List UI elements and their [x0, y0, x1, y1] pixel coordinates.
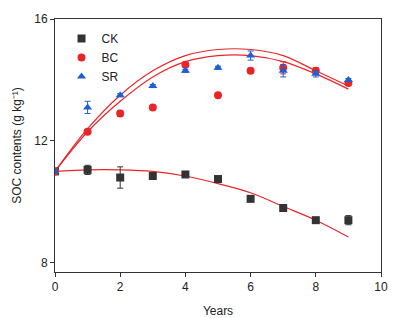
svg-text:12: 12	[34, 134, 48, 148]
svg-text:2: 2	[117, 280, 124, 294]
svg-text:8: 8	[41, 256, 48, 270]
svg-text:CK: CK	[102, 32, 119, 46]
svg-text:10: 10	[374, 280, 388, 294]
svg-text:BC: BC	[102, 51, 119, 65]
svg-text:4: 4	[182, 280, 189, 294]
svg-text:SR: SR	[102, 70, 119, 84]
svg-text:0: 0	[52, 280, 59, 294]
svg-text:6: 6	[247, 280, 254, 294]
svg-text:8: 8	[312, 280, 319, 294]
svg-text:Years: Years	[203, 304, 233, 318]
svg-text:SOC contents (g kg⁻¹): SOC contents (g kg⁻¹)	[10, 87, 24, 204]
svg-text:16: 16	[34, 12, 48, 26]
